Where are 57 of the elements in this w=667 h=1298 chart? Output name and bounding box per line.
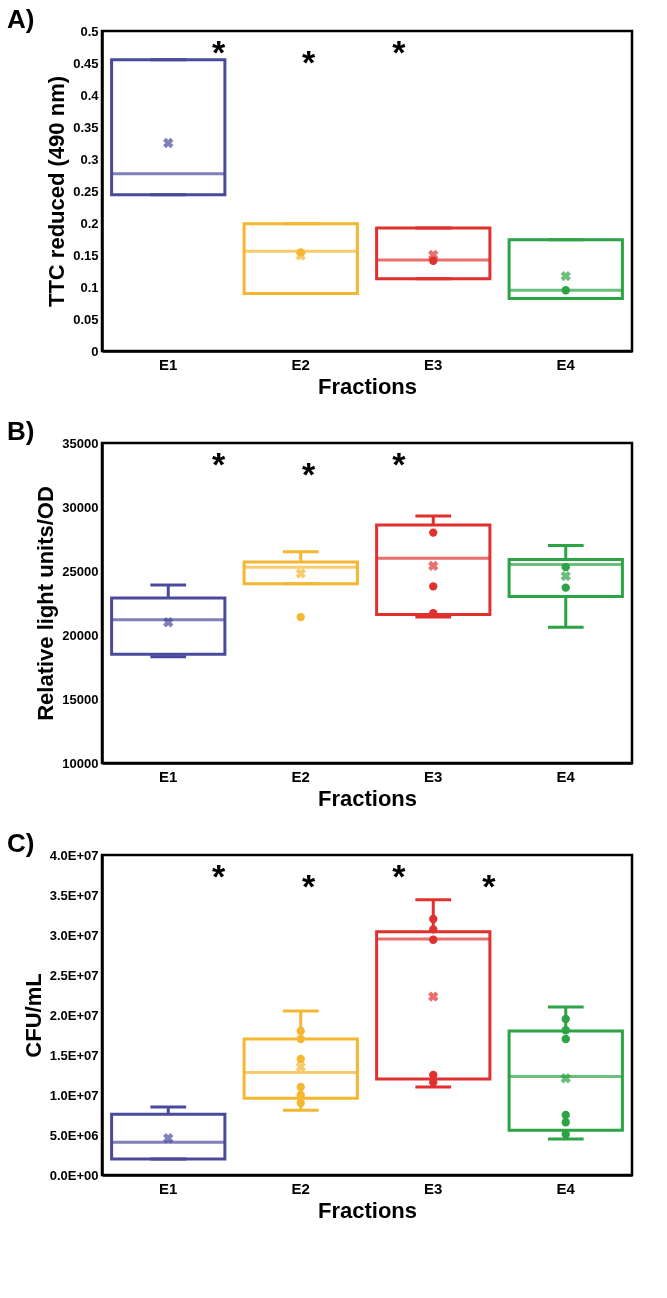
chart-title: A) — [7, 4, 35, 34]
y-tick-label: 0.25 — [73, 183, 99, 199]
y-tick-label: 0.45 — [73, 55, 99, 71]
x-tick-label: E2 — [291, 1179, 310, 1197]
y-tick-label: 3.5E+07 — [49, 887, 99, 903]
y-tick-label: 0.1 — [80, 279, 99, 295]
x-axis-title: Fractions — [317, 1197, 418, 1223]
y-tick-label: 30000 — [62, 499, 99, 515]
y-tick-label: 0.05 — [73, 311, 99, 327]
chart-title: B) — [7, 416, 35, 446]
y-tick-label: 0.5 — [80, 23, 99, 39]
y-tick-label: 25000 — [62, 563, 99, 579]
x-tick-label: E4 — [556, 767, 576, 785]
annotation: * — [482, 867, 497, 905]
y-tick-label: 0.35 — [73, 119, 99, 135]
y-axis-title: TTC reduced (490 nm) — [44, 75, 70, 308]
x-tick-label: E3 — [424, 355, 443, 373]
y-tick-label: 1.5E+07 — [49, 1047, 99, 1063]
annotation: * — [302, 455, 317, 493]
y-tick-label: 10000 — [62, 755, 99, 771]
annotation: * — [302, 867, 317, 905]
y-tick-label: 20000 — [62, 627, 99, 643]
y-tick-label: 2.0E+07 — [49, 1007, 99, 1023]
x-tick-label: E2 — [291, 767, 310, 785]
x-tick-label: E3 — [424, 767, 443, 785]
x-tick-label: E1 — [159, 355, 178, 373]
y-tick-label: 0.4 — [80, 87, 100, 103]
y-tick-label: 2.5E+07 — [49, 967, 99, 983]
annotation: * — [211, 445, 226, 483]
y-axis-title: Relative light units/OD — [33, 486, 59, 721]
y-tick-label: 0.0E+00 — [49, 1167, 99, 1183]
chart-title: C) — [7, 828, 35, 858]
y-tick-label: 0 — [91, 343, 99, 359]
y-tick-label: 15000 — [62, 691, 99, 707]
annotation: * — [302, 43, 317, 81]
annotation: * — [211, 857, 226, 895]
x-tick-label: E1 — [159, 767, 178, 785]
y-axis-title: CFU/mL — [20, 973, 46, 1058]
y-tick-label: 0.2 — [80, 215, 99, 231]
x-tick-label: E1 — [159, 1179, 178, 1197]
annotation: * — [211, 33, 226, 71]
annotation: * — [392, 857, 407, 895]
y-tick-label: 1.0E+07 — [49, 1087, 99, 1103]
y-tick-label: 0.15 — [73, 247, 99, 263]
x-tick-label: E2 — [291, 355, 310, 373]
x-tick-label: E3 — [424, 1179, 443, 1197]
y-tick-label: 3.0E+07 — [49, 927, 99, 943]
x-tick-label: E4 — [556, 1179, 576, 1197]
x-tick-label: E4 — [556, 355, 576, 373]
x-axis-title: Fractions — [317, 785, 418, 811]
y-tick-label: 5.0E+06 — [49, 1127, 99, 1143]
y-tick-label: 35000 — [62, 435, 99, 451]
annotation: * — [392, 445, 407, 483]
x-axis-title: Fractions — [317, 373, 418, 399]
y-tick-label: 0.3 — [80, 151, 99, 167]
y-tick-label: 4.0E+07 — [49, 847, 99, 863]
annotation: * — [392, 33, 407, 71]
